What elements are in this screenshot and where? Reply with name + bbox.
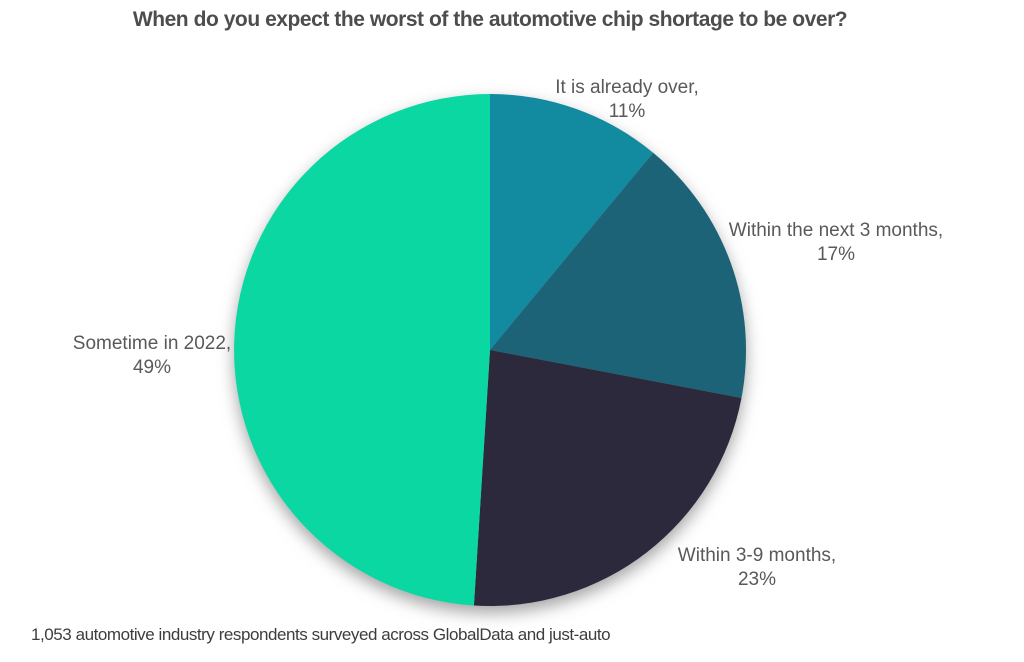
slice-label-text: Within the next 3 months, [728, 220, 944, 241]
pie-slice-2 [473, 350, 742, 606]
chart-title: When do you expect the worst of the auto… [132, 8, 848, 31]
slice-label-text: Sometime in 2022, [72, 333, 232, 354]
slice-label-value: 23% [737, 568, 777, 590]
slice-label-sometime-2022: Sometime in 2022, 49% [73, 332, 231, 379]
slice-label-next-3-months: Within the next 3 months, 17% [729, 219, 943, 266]
slice-label-value: 17% [816, 243, 856, 265]
slice-label-already-over: It is already over, 11% [555, 76, 699, 123]
slice-label-3-9-months: Within 3-9 months, 23% [678, 544, 836, 591]
slice-label-value: 11% [608, 100, 646, 122]
slice-label-text: It is already over, [555, 77, 699, 98]
slice-label-value: 49% [132, 356, 172, 378]
pie-slice-1 [490, 152, 747, 398]
source-note: 1,053 automotive industry respondents su… [31, 625, 611, 644]
slice-label-text: Within 3-9 months, [677, 545, 837, 566]
pie-slice-3 [234, 94, 490, 606]
pie-slices [234, 94, 747, 606]
pie-slice-0 [490, 94, 654, 350]
